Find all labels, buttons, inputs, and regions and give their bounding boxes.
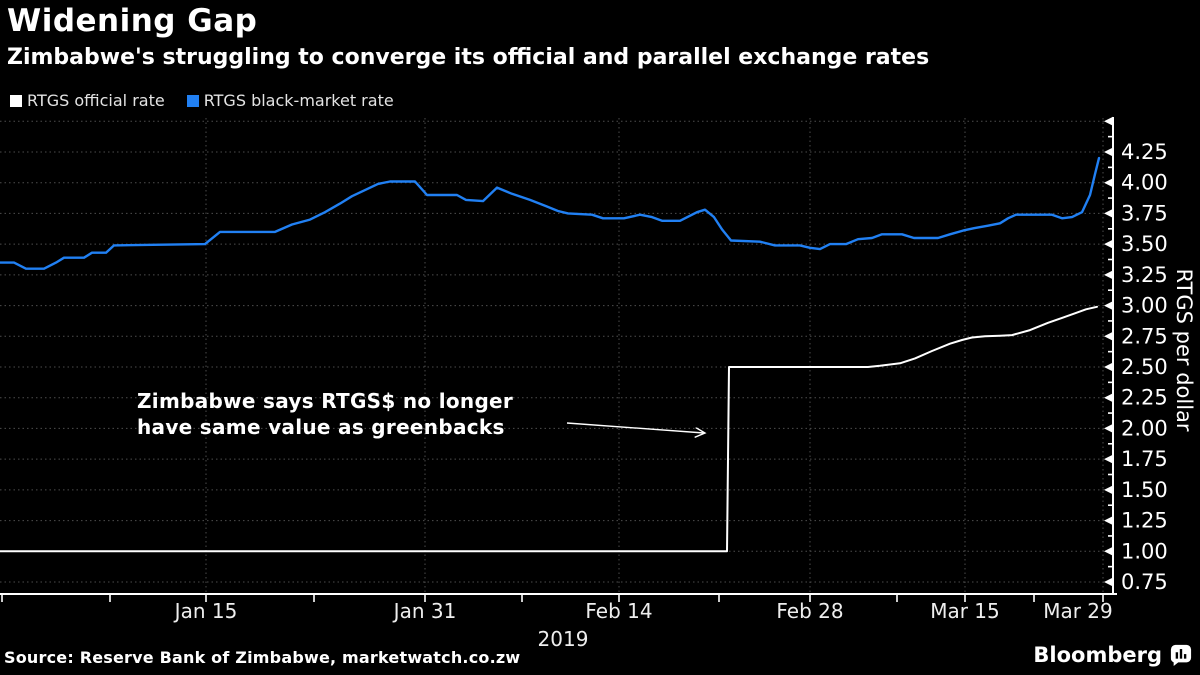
source-text: Source: Reserve Bank of Zimbabwe, market…	[4, 648, 521, 667]
y-tick-label: 1.25	[1121, 509, 1168, 533]
y-major-tick	[1104, 423, 1113, 433]
y-major-tick	[1104, 331, 1113, 341]
annotation-text: Zimbabwe says RTGS$ no longer have same …	[137, 388, 513, 440]
black-market-rate-line	[0, 156, 1101, 270]
x-tick-label: Jan 15	[173, 599, 238, 623]
y-tick-label: 4.00	[1121, 171, 1168, 195]
y-tick-label: 4.25	[1121, 140, 1168, 164]
y-major-tick	[1104, 178, 1113, 188]
y-tick-label: 1.50	[1121, 478, 1168, 502]
y-major-tick	[1104, 454, 1113, 464]
legend-item-official-rate: RTGS official rate	[10, 91, 165, 110]
y-tick-label: 1.75	[1121, 447, 1168, 471]
chart-subtitle: Zimbabwe's struggling to converge its of…	[7, 45, 930, 70]
y-major-tick	[1104, 270, 1113, 280]
y-tick-label: 2.00	[1121, 416, 1168, 440]
y-tick-label: 3.25	[1121, 263, 1168, 287]
x-tick-label: Feb 14	[585, 599, 652, 623]
legend-item-black-market-rate: RTGS black-market rate	[186, 91, 394, 110]
x-tick-labels: Jan 15 Jan 31 Feb 14 Feb 28 Mar 15 Mar 29	[173, 599, 1113, 623]
y-axis-title: RTGS per dollar	[1172, 268, 1196, 431]
annotation-arrow	[566, 422, 704, 433]
bloomberg-terminal-icon	[1170, 644, 1192, 666]
y-major-tick	[1104, 239, 1113, 249]
official-rate-line	[0, 305, 1098, 553]
x-tick-label: Jan 31	[392, 599, 457, 623]
y-major-tick	[1104, 546, 1113, 556]
bloomberg-logo: Bloomberg	[1033, 643, 1192, 667]
x-axis-year-label: 2019	[538, 627, 589, 651]
y-tick-label: 2.50	[1121, 355, 1168, 379]
y-major-tick	[1104, 362, 1113, 372]
y-major-tick	[1104, 516, 1113, 526]
legend-swatch-official-rate	[10, 94, 22, 107]
y-tick-label: 2.75	[1121, 324, 1168, 348]
legend-label-black-market-rate: RTGS black-market rate	[203, 91, 394, 110]
x-tick-label: Mar 29	[1043, 599, 1113, 623]
y-tick-label: 2.25	[1121, 386, 1168, 410]
y-tick-label: 1.00	[1121, 539, 1168, 563]
y-major-tick	[1104, 301, 1113, 311]
y-major-tick	[1104, 208, 1113, 218]
v-gridlines	[205, 118, 1104, 594]
y-major-tick	[1104, 116, 1113, 126]
legend-label-official-rate: RTGS official rate	[27, 91, 165, 110]
y-major-tick	[1104, 393, 1113, 403]
x-ticks	[1, 594, 1104, 602]
bloomberg-wordmark: Bloomberg	[1033, 643, 1162, 667]
y-ticks: 0.75 1.00 1.25 1.50 1.75 2.00 2.25 2.50 2.75 3.00…	[1104, 116, 1168, 594]
y-major-tick	[1104, 147, 1113, 157]
annotation-line-1: Zimbabwe says RTGS$ no longer	[137, 389, 514, 413]
y-tick-label: 0.75	[1121, 570, 1168, 594]
h-gridlines	[0, 120, 1113, 583]
annotation-line-2: have same value as greenbacks	[137, 415, 505, 439]
y-tick-label: 3.00	[1121, 294, 1168, 318]
y-tick-label: 3.75	[1121, 201, 1168, 225]
x-tick-label: Mar 15	[930, 599, 1000, 623]
legend-swatch-black-market-rate	[186, 94, 199, 107]
y-major-tick	[1104, 485, 1113, 495]
legend: RTGS official rate RTGS black-market rat…	[10, 91, 394, 110]
chart-title: Widening Gap	[7, 3, 258, 39]
y-major-tick	[1104, 577, 1113, 587]
x-tick-label: Feb 28	[776, 599, 843, 623]
y-tick-label: 3.50	[1121, 232, 1168, 256]
